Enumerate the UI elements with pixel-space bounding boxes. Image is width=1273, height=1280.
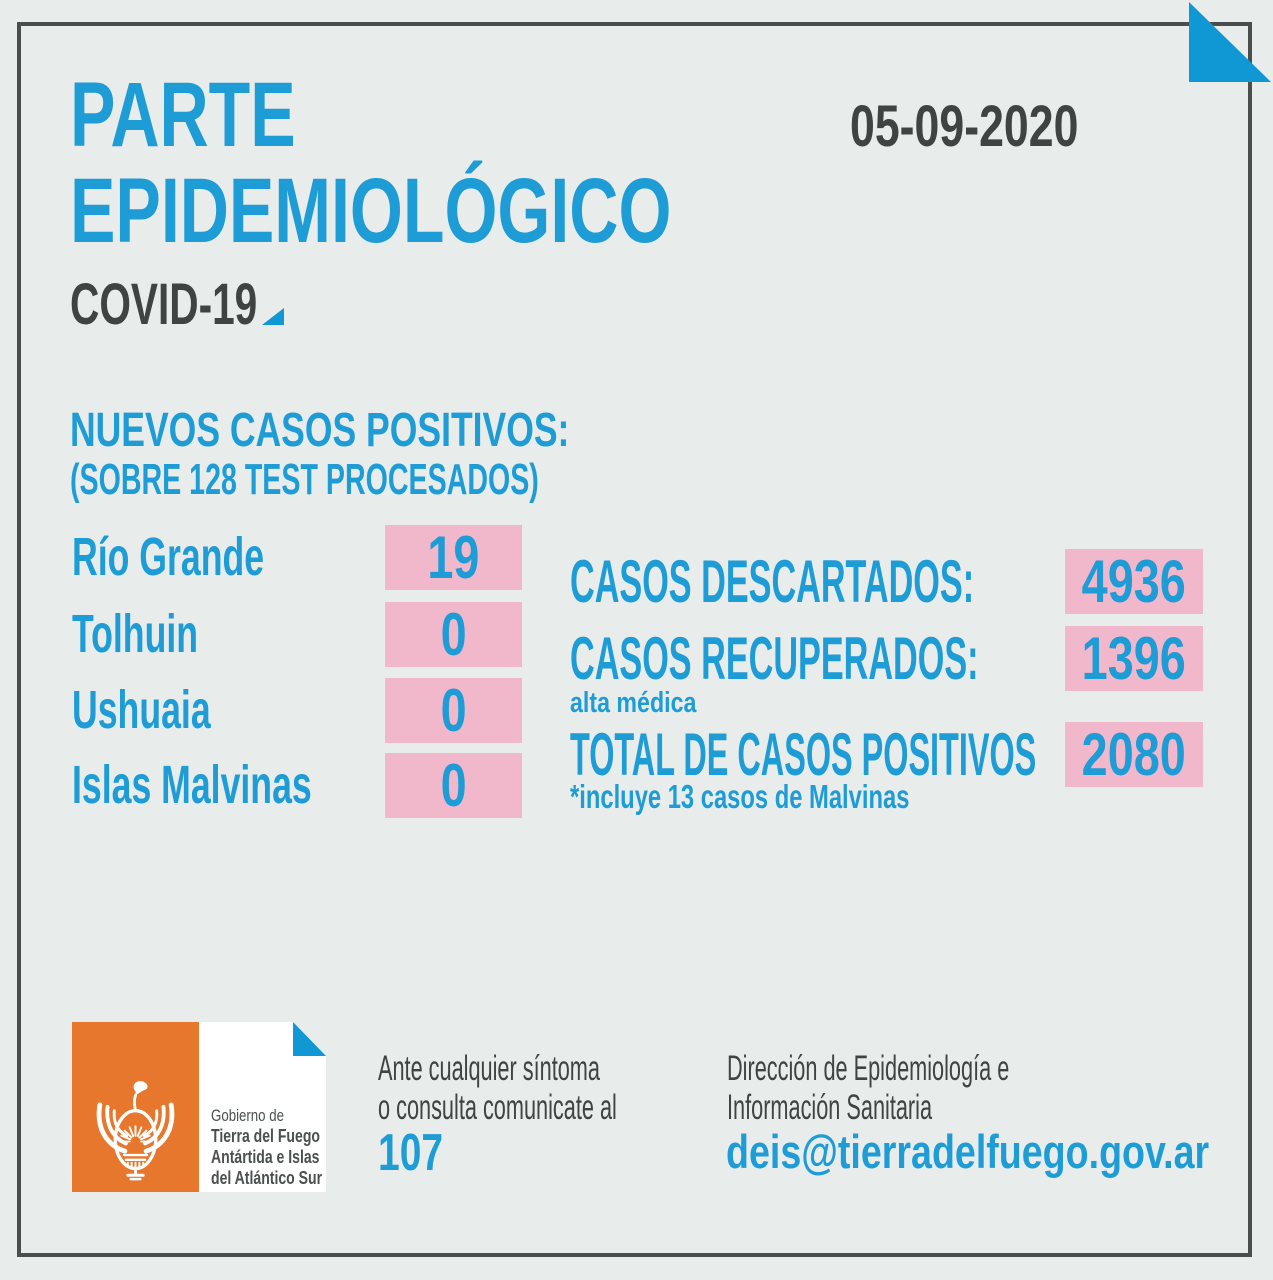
title-line-1-text: PARTE [70, 64, 296, 166]
contact-message: Ante cualquier síntoma o consulta comuni… [378, 1049, 763, 1127]
logo-caption-line: Tierra del Fuego [211, 1126, 353, 1147]
department-name: Dirección de Epidemiología e Información… [727, 1049, 1182, 1127]
stat-recuperados: CASOS RECUPERADOS: alta médica 1396 [570, 626, 1203, 718]
value-badge-text: 0 [440, 677, 467, 744]
emergency-phone: 107 [378, 1127, 465, 1179]
value-badge: 0 [385, 678, 522, 743]
stat-value-text: 1396 [1081, 625, 1187, 692]
value-badge: 19 [385, 525, 522, 590]
city-label-text: Ushuaia [72, 680, 211, 740]
stat-note: alta médica [570, 689, 728, 718]
new-cases-row-islas-malvinas: Islas Malvinas 0 [72, 753, 522, 818]
government-logo [72, 1022, 199, 1192]
title-line-2-text: EPIDEMIOLÓGICO [70, 160, 672, 262]
stat-label-text: TOTAL DE CASOS POSITIVOS [570, 721, 1037, 788]
report-date-text: 05-09-2020 [850, 94, 1079, 159]
value-badge: 0 [385, 602, 522, 667]
covid-subtitle: COVID-19 [70, 276, 338, 334]
new-cases-row-rio-grande: Río Grande 19 [72, 525, 522, 590]
value-badge-text: 0 [440, 752, 467, 819]
contact-line: Ante cualquier síntoma [378, 1049, 763, 1088]
new-cases-subheading: (SOBRE 128 TEST PROCESADOS) [70, 458, 791, 502]
stat-label-text: CASOS DESCARTADOS: [570, 548, 975, 615]
corner-fold-icon [1189, 2, 1271, 82]
covid-subtitle-text: COVID-19 [70, 272, 258, 337]
stat-label-text: CASOS RECUPERADOS: [570, 625, 979, 692]
stat-total-positivos: TOTAL DE CASOS POSITIVOS *incluye 13 cas… [570, 722, 1203, 813]
logo-caption: Gobierno de Tierra del Fuego Antártida e… [211, 1105, 353, 1189]
report-date: 05-09-2020 [850, 98, 1147, 156]
city-label: Islas Malvinas [72, 753, 435, 818]
city-label-text: Islas Malvinas [72, 755, 312, 815]
logo-caption-text: Gobierno de [211, 1106, 284, 1125]
department-line: Dirección de Epidemiología e [727, 1049, 1182, 1088]
contact-line-text: Ante cualquier síntoma [378, 1049, 600, 1088]
department-line-text: Información Sanitaria [727, 1088, 933, 1127]
new-cases-row-ushuaia: Ushuaia 0 [72, 678, 522, 743]
logo-caption-line: Gobierno de [211, 1105, 353, 1126]
new-cases-subheading-text: (SOBRE 128 TEST PROCESADOS) [70, 455, 539, 504]
tierra-del-fuego-coat-of-arms-icon [96, 1080, 175, 1181]
city-label: Río Grande [72, 525, 363, 590]
stat-label: CASOS DESCARTADOS: [570, 549, 1273, 614]
logo-caption-line: Antártida e Islas [211, 1147, 353, 1168]
logo-caption-line: del Atlántico Sur [211, 1168, 353, 1189]
stat-value-text: 2080 [1081, 721, 1187, 788]
new-cases-heading-text: NUEVOS CASOS POSITIVOS: [70, 404, 570, 457]
value-badge-text: 19 [427, 524, 480, 591]
stat-value-badge: 2080 [1065, 722, 1203, 787]
emergency-phone-text: 107 [378, 1124, 444, 1182]
value-badge-text: 0 [440, 601, 467, 668]
city-label: Tolhuin [72, 602, 263, 667]
stat-note-text: *incluye 13 casos de Malvinas [570, 778, 910, 815]
department-email: deis@tierradelfuego.gov.ar [726, 1128, 1273, 1175]
stat-value-text: 4936 [1081, 548, 1187, 615]
logo-caption-text: Antártida e Islas [211, 1147, 320, 1167]
city-label: Ushuaia [72, 678, 282, 743]
stat-value-badge: 4936 [1065, 549, 1203, 614]
new-cases-heading: NUEVOS CASOS POSITIVOS: [70, 407, 745, 455]
contact-line-text: o consulta comunicate al [378, 1088, 617, 1127]
card-border [17, 22, 1252, 1257]
bird-head [133, 1080, 148, 1096]
stat-label: CASOS RECUPERADOS: [570, 626, 1273, 691]
stat-label: TOTAL DE CASOS POSITIVOS [570, 722, 1273, 787]
logo-caption-text: del Atlántico Sur [211, 1168, 323, 1188]
title-line-2: EPIDEMIOLÓGICO [70, 163, 883, 259]
page-title: PARTE EPIDEMIOLÓGICO [70, 67, 883, 259]
contact-line: o consulta comunicate al [378, 1088, 763, 1127]
stat-value-badge: 1396 [1065, 626, 1203, 691]
city-label-text: Río Grande [72, 527, 265, 587]
value-badge: 0 [385, 753, 522, 818]
department-line: Información Sanitaria [727, 1088, 1182, 1127]
title-line-1: PARTE [70, 67, 883, 163]
new-cases-row-tolhuin: Tolhuin 0 [72, 602, 522, 667]
department-line-text: Dirección de Epidemiología e [727, 1049, 1010, 1088]
department-email-text: deis@tierradelfuego.gov.ar [726, 1125, 1210, 1178]
logo-caption-text: Tierra del Fuego [211, 1126, 320, 1146]
stat-descartados: CASOS DESCARTADOS: 4936 [570, 549, 1203, 614]
stat-note-text: alta médica [570, 687, 697, 719]
city-label-text: Tolhuin [72, 604, 199, 664]
stat-note: *incluye 13 casos de Malvinas [570, 780, 1041, 813]
